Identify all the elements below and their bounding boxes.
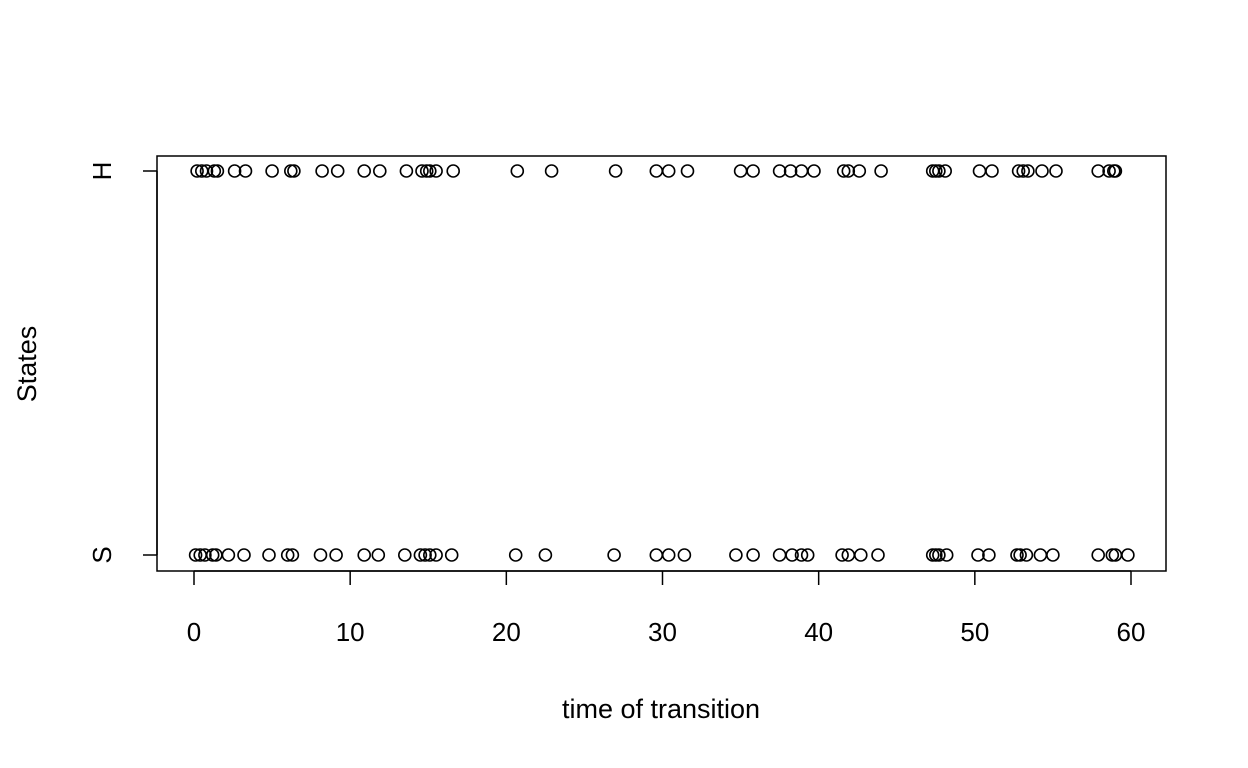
data-point-h: [874, 164, 888, 178]
x-tick-label: 50: [960, 617, 989, 647]
x-tick-label: 20: [492, 617, 521, 647]
data-point-h: [265, 164, 279, 178]
data-point-s: [800, 548, 815, 562]
x-axis-title: time of transition: [562, 694, 760, 724]
data-point-h: [210, 164, 225, 178]
data-point-s: [413, 548, 428, 562]
data-point-s: [371, 548, 386, 562]
data-point-h: [429, 164, 443, 178]
data-point-h: [287, 164, 301, 178]
data-point-s: [262, 548, 276, 562]
data-point-h: [852, 164, 867, 178]
data-point-s: [835, 548, 849, 562]
data-point-h: [544, 164, 559, 178]
data-point-s: [661, 548, 676, 562]
data-point-s: [422, 548, 437, 562]
data-point-h: [1016, 164, 1031, 178]
data-point-h: [238, 164, 253, 178]
data-point-h: [1049, 164, 1063, 178]
data-point-h: [372, 164, 387, 178]
data-point-h: [1035, 164, 1049, 178]
data-point-s: [280, 548, 295, 562]
data-point-s: [794, 548, 809, 562]
data-point-s: [221, 548, 236, 562]
data-point-h: [1102, 164, 1116, 178]
data-point-h: [932, 164, 946, 178]
data-point-s: [429, 548, 443, 562]
data-point-s: [1046, 548, 1060, 562]
data-point-s: [237, 548, 251, 562]
data-point-s: [971, 548, 985, 562]
data-point-h: [315, 164, 329, 178]
data-point-h: [1011, 164, 1026, 178]
x-tick-label: 0: [187, 617, 201, 647]
data-point-s: [188, 548, 203, 562]
data-point-h: [1108, 164, 1123, 178]
data-point-s: [932, 548, 946, 562]
data-point-s: [418, 548, 432, 562]
data-point-h: [985, 164, 999, 178]
data-point-s: [444, 548, 459, 562]
data-point-s: [785, 548, 799, 562]
data-point-s: [939, 548, 954, 562]
data-point-s: [508, 548, 523, 562]
data-point-s: [329, 548, 343, 562]
data-points: [188, 164, 1135, 562]
y-tick-label: H: [87, 162, 117, 181]
data-point-h: [608, 164, 623, 178]
data-point-h: [746, 164, 760, 178]
data-point-s: [198, 548, 212, 562]
data-point-s: [1013, 548, 1027, 562]
data-point-s: [607, 548, 621, 562]
data-point-h: [680, 164, 695, 178]
data-point-s: [538, 548, 553, 562]
data-point-h: [399, 164, 414, 178]
data-point-h: [938, 164, 953, 178]
data-point-s: [1019, 548, 1034, 562]
data-point-h: [227, 164, 242, 178]
x-tick-label: 10: [336, 617, 365, 647]
data-point-s: [357, 548, 372, 562]
data-point-h: [1021, 164, 1035, 178]
data-point-s: [729, 548, 743, 562]
data-point-h: [836, 164, 851, 178]
x-tick-label: 60: [1117, 617, 1146, 647]
data-point-h: [199, 164, 214, 178]
data-point-s: [397, 548, 412, 562]
x-tick-label: 30: [648, 617, 677, 647]
data-point-h: [807, 164, 821, 178]
data-point-h: [783, 164, 798, 178]
x-tick-label: 40: [804, 617, 833, 647]
data-point-h: [841, 164, 856, 178]
data-point-h: [357, 164, 372, 178]
data-point-h: [415, 164, 429, 178]
y-tick-label: S: [87, 546, 117, 563]
data-point-s: [871, 548, 885, 562]
data-point-s: [853, 548, 868, 562]
data-point-h: [330, 164, 345, 178]
data-point-h: [422, 164, 437, 178]
data-point-h: [772, 164, 787, 178]
data-point-h: [661, 164, 676, 178]
y-axis: SH: [87, 162, 158, 564]
data-point-s: [677, 548, 692, 562]
data-point-s: [746, 548, 760, 562]
data-point-h: [1091, 164, 1105, 178]
y-axis-title: States: [12, 326, 42, 403]
data-point-s: [1091, 548, 1105, 562]
data-point-h: [446, 164, 461, 178]
data-point-s: [1121, 548, 1135, 562]
data-point-s: [982, 548, 996, 562]
x-axis: 0 10 20 30 40 50 60: [187, 570, 1146, 647]
data-point-h: [190, 164, 204, 178]
data-point-s: [313, 548, 328, 562]
data-point-s: [285, 548, 300, 562]
data-point-h: [510, 164, 525, 178]
